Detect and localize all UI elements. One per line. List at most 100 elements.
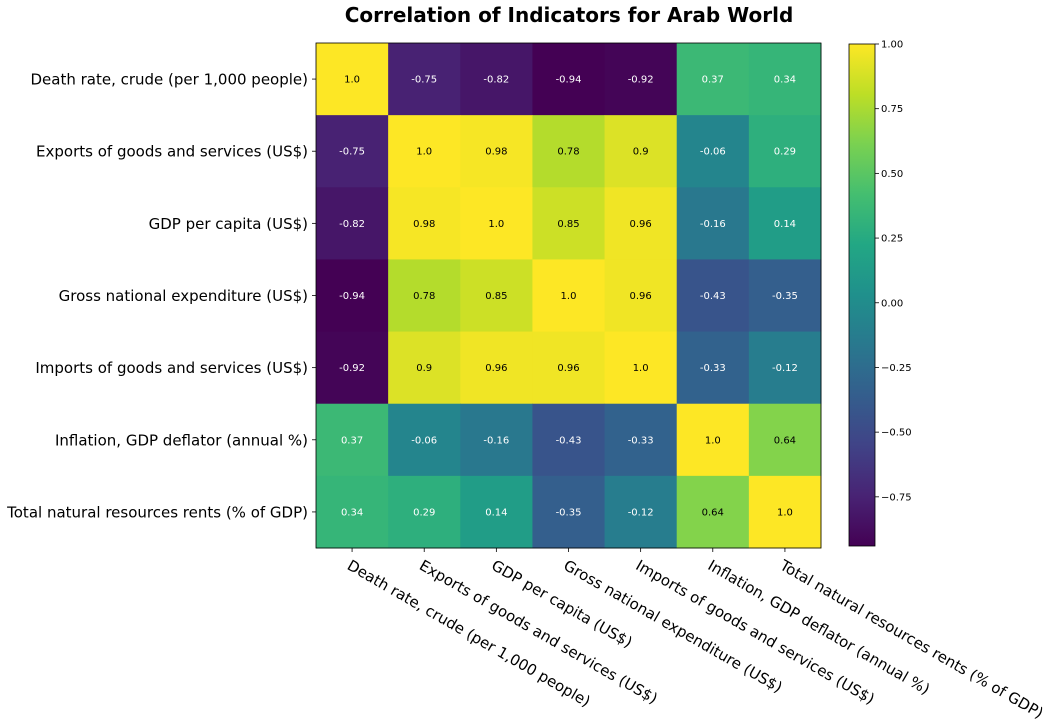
- heatmap-cell: [460, 475, 533, 549]
- colorbar-tick-label: 0.00: [881, 298, 903, 309]
- cell-value-label: -0.92: [339, 363, 365, 374]
- heatmap-cell: [604, 331, 678, 405]
- cell-value-label: 0.96: [557, 363, 579, 374]
- heatmap-cell: [532, 259, 606, 333]
- cell-value-label: 1.0: [705, 435, 721, 446]
- colorbar: 1.00 0.75 0.50 0.25 0.00 −0.25 −0.50 −0.75: [848, 40, 912, 547]
- cell-value-label: 0.78: [413, 291, 435, 302]
- cell-value-label: 1.0: [561, 291, 577, 302]
- col-tick-label: Total natural resources rents (% of GDP): [776, 556, 1046, 723]
- row-ticks: Death rate, crude (per 1,000 people) Expo…: [6, 71, 316, 521]
- heatmap-cell: [460, 43, 533, 116]
- row-tick-label: Death rate, crude (per 1,000 people): [30, 71, 308, 89]
- cell-value-label: -0.12: [628, 507, 654, 518]
- row-tick-label: Inflation, GDP deflator (annual %): [55, 431, 308, 449]
- cell-value-label: 0.78: [557, 147, 579, 158]
- cell-value-label: -0.82: [339, 219, 365, 230]
- cell-value-label: 0.98: [413, 219, 435, 230]
- cell-value-label: 0.14: [774, 219, 796, 230]
- heatmap-cell: [388, 331, 461, 405]
- heatmap-cell: [676, 187, 750, 260]
- colorbar-tick-label: −0.75: [881, 492, 912, 503]
- colorbar-tick-label: 1.00: [881, 40, 903, 51]
- heatmap-cell: [460, 259, 533, 333]
- cell-value-label: 0.37: [341, 435, 363, 446]
- cell-value-label: 0.9: [633, 147, 649, 158]
- heatmap-cell: [748, 259, 822, 333]
- heatmap-cell: [676, 259, 750, 333]
- chart-title: Correlation of Indicators for Arab World: [345, 3, 794, 27]
- heatmap-cell: [532, 187, 606, 260]
- heatmap-cell: [748, 331, 822, 405]
- col-ticks: Death rate, crude (per 1,000 people)Expo…: [344, 548, 1046, 722]
- heatmap-cell: [532, 403, 606, 477]
- heatmap-cell: [532, 331, 606, 405]
- heatmap-cell: [460, 115, 533, 188]
- cell-value-label: 1.0: [416, 147, 432, 158]
- heatmap-cell: [316, 259, 389, 333]
- cell-value-label: 1.0: [777, 507, 793, 518]
- cell-value-label: -0.16: [700, 219, 726, 230]
- heatmap-cell: [676, 403, 750, 477]
- cell-value-label: -0.12: [772, 363, 798, 374]
- heatmap-cell: [316, 187, 389, 260]
- cell-value-label: 0.64: [702, 507, 724, 518]
- colorbar-tick-label: −0.50: [881, 428, 912, 439]
- cell-value-label: 1.0: [488, 219, 504, 230]
- heatmap-annotations: 1.0 -0.75 -0.82 -0.94 -0.92 0.37 0.34 -0.75 1.0 0…: [339, 75, 798, 519]
- heatmap-cell: [532, 475, 606, 549]
- cell-value-label: 0.37: [702, 75, 724, 86]
- cell-value-label: 0.96: [630, 291, 652, 302]
- cell-value-label: 0.14: [485, 507, 507, 518]
- heatmap-cells: [316, 43, 822, 549]
- heatmap-cell: [604, 187, 678, 260]
- heatmap-cell: [532, 43, 606, 116]
- cell-value-label: -0.43: [556, 435, 582, 446]
- heatmap-cell: [388, 259, 461, 333]
- heatmap-cell: [604, 475, 678, 549]
- heatmap-cell: [748, 403, 822, 477]
- colorbar-gradient: [848, 43, 876, 547]
- colorbar-tick-label: −0.25: [881, 363, 912, 374]
- cell-value-label: 0.34: [341, 507, 363, 518]
- cell-value-label: -0.94: [339, 291, 365, 302]
- row-tick-label: Imports of goods and services (US$): [35, 359, 308, 377]
- row-tick-label: Gross national expenditure (US$): [59, 287, 308, 305]
- cell-value-label: -0.33: [628, 435, 654, 446]
- cell-value-label: 0.98: [485, 147, 507, 158]
- cell-value-label: -0.92: [628, 75, 654, 86]
- heatmap-cell: [676, 43, 750, 116]
- cell-value-label: -0.43: [700, 291, 726, 302]
- cell-value-label: -0.75: [411, 75, 437, 86]
- colorbar-tick-label: 0.75: [881, 104, 903, 115]
- heatmap-cell: [316, 115, 389, 188]
- cell-value-label: 1.0: [344, 75, 360, 86]
- cell-value-label: -0.06: [411, 435, 437, 446]
- cell-value-label: -0.16: [483, 435, 509, 446]
- cell-value-label: 0.85: [557, 219, 579, 230]
- heatmap-cell: [748, 43, 822, 116]
- heatmap-cell: [460, 331, 533, 405]
- heatmap-cell: [604, 43, 678, 116]
- cell-value-label: 0.85: [485, 291, 507, 302]
- heatmap-cell: [604, 403, 678, 477]
- cell-value-label: 0.9: [416, 363, 432, 374]
- cell-value-label: -0.82: [483, 75, 509, 86]
- heatmap-cell: [748, 187, 822, 260]
- heatmap-cell: [316, 331, 389, 405]
- cell-value-label: 0.96: [485, 363, 507, 374]
- heatmap-cell: [604, 259, 678, 333]
- heatmap-cell: [316, 403, 389, 477]
- cell-value-label: -0.35: [772, 291, 798, 302]
- heatmap-cell: [460, 187, 533, 260]
- heatmap-cell: [676, 475, 750, 549]
- cell-value-label: -0.06: [700, 147, 726, 158]
- colorbar-tick-label: 0.25: [881, 234, 903, 245]
- heatmap-cell: [460, 403, 533, 477]
- heatmap-cell: [388, 187, 461, 260]
- heatmap-cell: [532, 115, 606, 188]
- heatmap-cell: [388, 115, 461, 188]
- row-tick-label: GDP per capita (US$): [149, 215, 308, 233]
- cell-value-label: 0.96: [630, 219, 652, 230]
